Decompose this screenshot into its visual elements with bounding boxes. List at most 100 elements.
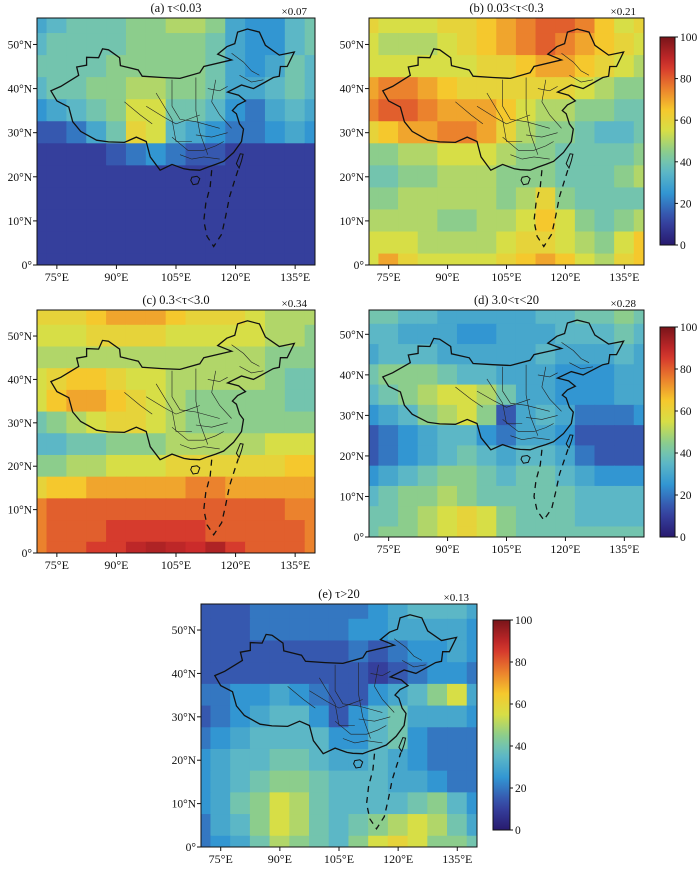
heat-cell [368, 640, 389, 663]
heat-cell [66, 253, 88, 265]
y-tick-label: 10°N [340, 491, 365, 503]
y-tick-label: 40°N [8, 374, 33, 386]
heat-cell [378, 425, 399, 447]
heat-cell [369, 425, 380, 447]
heat-cell [328, 814, 350, 837]
heat-cell [574, 384, 596, 406]
heat-cell [66, 368, 88, 391]
heat-cell [594, 187, 615, 211]
heat-cell [369, 143, 380, 167]
heat-cell [264, 454, 286, 478]
heat-cell [614, 526, 635, 537]
heat-cell [496, 55, 517, 78]
heat-cell [633, 465, 644, 487]
heat-cell [46, 209, 68, 233]
heat-cell [555, 506, 576, 528]
country-border [49, 320, 296, 461]
hainan-outline [353, 759, 364, 769]
heat-cell [66, 231, 88, 255]
heat-cell [289, 662, 310, 685]
heat-cell [614, 404, 635, 426]
heat-cell [369, 445, 380, 467]
nine-dash-line [203, 168, 240, 248]
heat-cell [369, 506, 380, 528]
province-border [510, 435, 550, 441]
heat-cell [417, 33, 439, 56]
heat-cell [369, 121, 380, 145]
colorbar-tick-label: 0 [680, 240, 686, 252]
heat-cell [125, 231, 147, 255]
heat-cell [369, 310, 380, 325]
panel-title: (e) τ>20 [318, 587, 360, 601]
heat-cell [348, 705, 369, 729]
heat-cell [437, 364, 458, 386]
heat-cell [289, 705, 310, 729]
heat-cell [496, 18, 517, 34]
heat-cell [369, 209, 380, 233]
heat-cell [309, 604, 330, 620]
heat-cell [249, 604, 271, 620]
heat-cell [210, 835, 231, 847]
heat-cell [594, 99, 615, 123]
scale-annotation: ×0.07 [282, 6, 308, 18]
heat-cell [437, 445, 458, 467]
x-tick-label: 90°E [268, 852, 292, 866]
heat-cell [378, 404, 399, 426]
heat-cell [348, 792, 369, 815]
heat-cell [476, 364, 498, 386]
heat-cell [245, 498, 266, 521]
heat-cell [633, 209, 644, 233]
province-border [370, 671, 391, 676]
heat-cell [269, 835, 291, 847]
heat-cell [269, 662, 291, 685]
heat-cell [264, 310, 286, 326]
heat-cell [633, 485, 644, 507]
heat-cell [269, 814, 291, 837]
heat-cell [515, 143, 537, 167]
province-border [195, 422, 228, 428]
heat-cell [614, 425, 635, 447]
heat-cell [328, 835, 350, 847]
heat-cell [555, 18, 576, 34]
heat-cell [535, 465, 557, 487]
heat-cell [456, 384, 478, 406]
y-tick-label: 20°N [172, 755, 197, 767]
colorbar: 0 20 40 60 80 100 [492, 615, 533, 837]
heat-cell [378, 485, 399, 507]
province-border [195, 368, 209, 445]
province-border [569, 362, 593, 370]
heat-cell [249, 640, 271, 663]
hainan-outline [190, 175, 201, 186]
heat-cell [535, 121, 557, 145]
province-border [455, 386, 484, 408]
heat-cell [145, 165, 167, 189]
heat-cell [230, 604, 251, 620]
heat-cell [614, 165, 635, 189]
heat-cell [225, 253, 246, 265]
heat-cell [407, 727, 429, 750]
field-map [37, 18, 315, 265]
heat-cell [633, 425, 644, 447]
heat-cell [46, 187, 68, 211]
heat-cell [106, 389, 127, 413]
heat-cell [264, 187, 286, 211]
heat-cell [106, 498, 127, 521]
heat-cell [249, 792, 271, 815]
heat-cell [245, 165, 266, 189]
heat-cell [106, 324, 127, 348]
x-tick-label: 135°E [442, 852, 472, 866]
heat-cell [205, 346, 227, 369]
heat-cell [515, 526, 537, 537]
heat-cell [328, 792, 350, 815]
heat-cell [378, 187, 399, 211]
heat-cell [437, 33, 458, 56]
heat-cell [594, 77, 615, 100]
heat-cell [614, 384, 635, 406]
heat-cell [555, 465, 576, 487]
heat-cell [264, 209, 286, 233]
x-tick-label: 105°E [161, 558, 191, 572]
heat-cell [225, 454, 246, 478]
y-tick-label: 10°N [340, 216, 365, 228]
heat-cell [210, 683, 231, 707]
heat-cell [456, 310, 478, 325]
